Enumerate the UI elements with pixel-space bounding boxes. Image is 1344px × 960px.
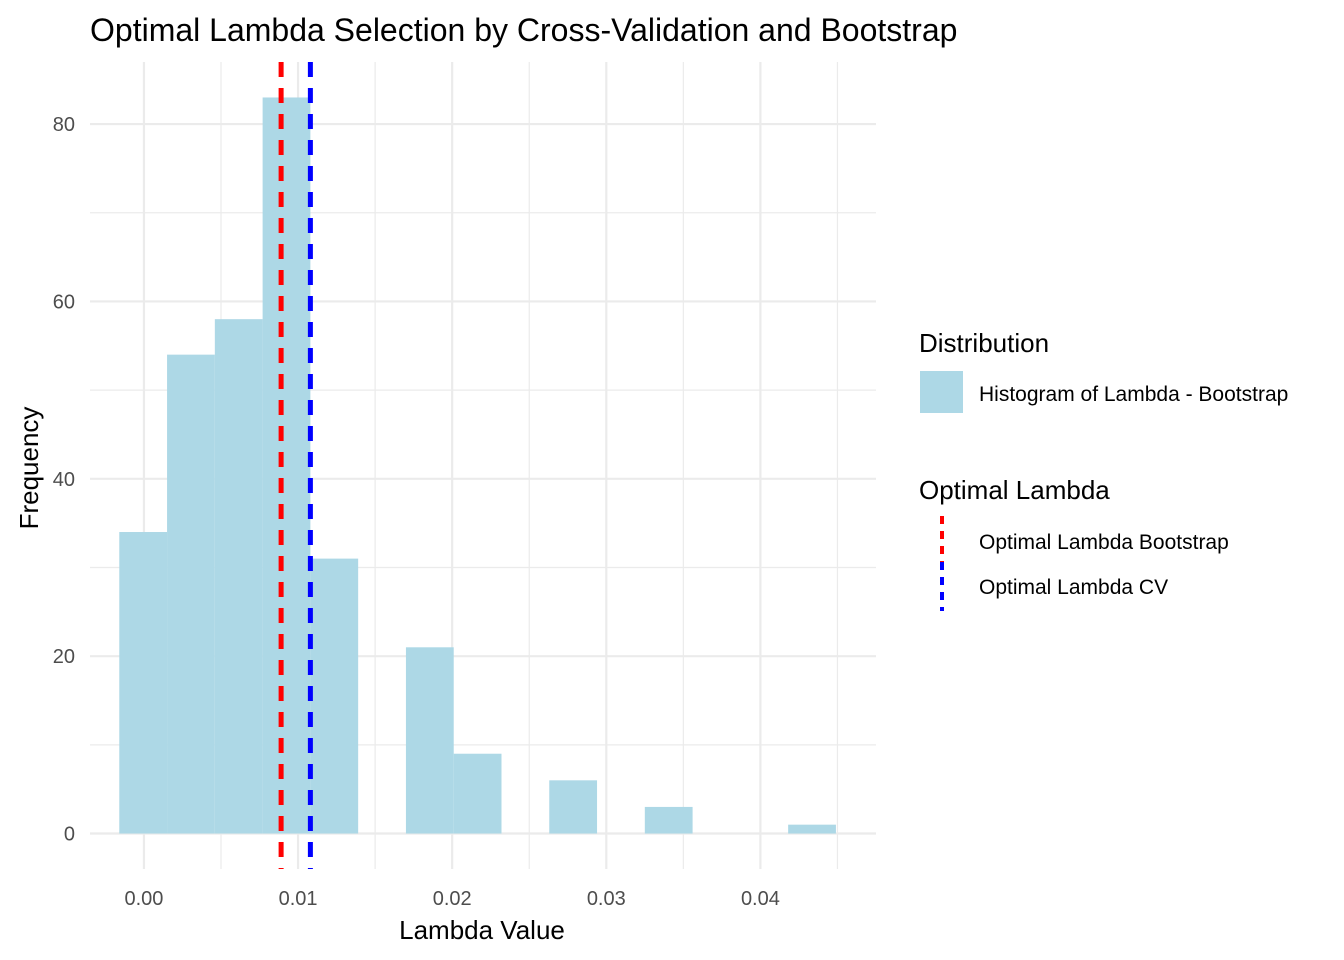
legend-key-histogram xyxy=(920,371,963,413)
x-tick-label: 0.02 xyxy=(433,888,472,910)
y-tick-label: 40 xyxy=(53,469,75,491)
x-axis-ticks: 0.00 0.01 0.02 0.03 0.04 xyxy=(124,888,779,910)
y-tick-label: 80 xyxy=(53,114,75,136)
legend-label-cv: Optimal Lambda CV xyxy=(979,576,1168,599)
histogram-bar xyxy=(262,97,311,834)
legend-title-distribution: Distribution xyxy=(919,328,1049,358)
x-tick-label: 0.00 xyxy=(124,888,163,910)
histogram-bars xyxy=(119,97,836,834)
histogram-bar xyxy=(644,806,693,834)
y-axis-ticks: 0 20 40 60 80 xyxy=(53,114,75,845)
x-tick-label: 0.03 xyxy=(587,888,626,910)
legend-title-optimal-lambda: Optimal Lambda xyxy=(919,475,1110,505)
histogram-bar xyxy=(549,780,598,834)
histogram-bar xyxy=(310,558,359,834)
legend-label-bootstrap: Optimal Lambda Bootstrap xyxy=(979,531,1229,554)
y-tick-label: 0 xyxy=(64,824,75,846)
histogram-bar xyxy=(119,532,168,834)
legend-label-histogram: Histogram of Lambda - Bootstrap xyxy=(979,383,1288,406)
histogram-bar xyxy=(788,824,836,834)
y-tick-label: 20 xyxy=(53,646,75,668)
histogram-bar xyxy=(214,319,263,834)
x-tick-label: 0.04 xyxy=(741,888,780,910)
y-axis-title: Frequency xyxy=(14,407,44,530)
x-axis-title: Lambda Value xyxy=(399,915,565,945)
histogram-bar xyxy=(167,354,215,834)
chart-title: Optimal Lambda Selection by Cross-Valida… xyxy=(90,12,957,48)
x-tick-label: 0.01 xyxy=(279,888,318,910)
histogram-bar xyxy=(405,647,454,834)
histogram-bar xyxy=(453,753,502,834)
optimal-lambda-lines xyxy=(278,62,313,869)
y-tick-label: 60 xyxy=(53,291,75,313)
legend: Distribution Histogram of Lambda - Boots… xyxy=(919,328,1288,611)
